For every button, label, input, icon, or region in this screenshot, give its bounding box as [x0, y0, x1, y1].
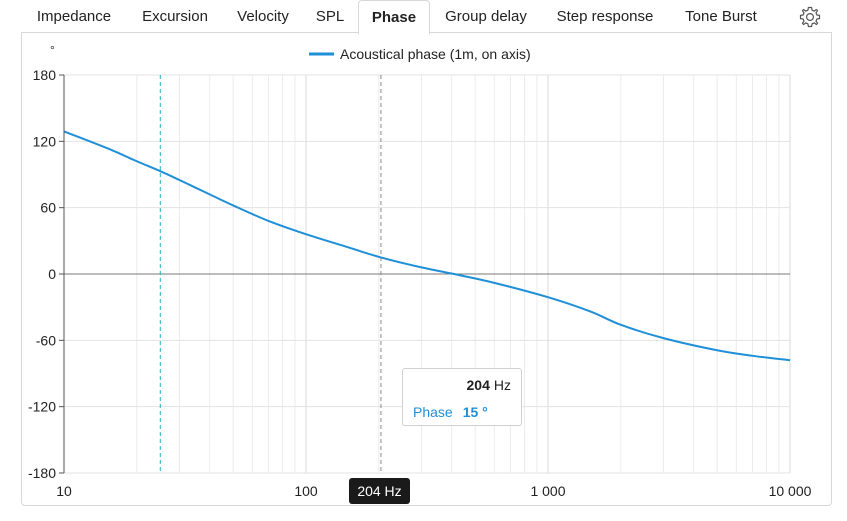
tab-excursion[interactable]: Excursion — [142, 8, 208, 25]
y-tick-label: 120 — [33, 133, 57, 149]
cursor-frequency-label: 204 Hz — [349, 478, 410, 504]
hover-tooltip: 204 Hz Phase 15 ° — [402, 368, 522, 426]
chart-legend: Acoustical phase (1m, on axis) — [309, 46, 531, 62]
tab-impedance[interactable]: Impedance — [36, 8, 112, 25]
x-tick-label: 10 — [56, 483, 72, 499]
y-tick-label: -60 — [36, 332, 56, 348]
tab-phase[interactable]: Phase — [358, 0, 430, 35]
x-tick-label: 100 — [294, 483, 318, 499]
y-unit-label: ° — [50, 43, 55, 57]
series-line-acoustical-phase — [63, 130, 791, 362]
tooltip-phase-value: 15 ° — [462, 404, 488, 420]
y-tick-label: 60 — [40, 200, 56, 216]
tab-velocity[interactable]: Velocity — [237, 8, 289, 25]
tooltip-frequency-row: 204 Hz — [467, 377, 511, 393]
tooltip-phase-row: Phase 15 ° — [413, 404, 488, 420]
gear-icon[interactable] — [798, 5, 822, 29]
tab-tone-burst[interactable]: Tone Burst — [685, 8, 757, 25]
y-tick-label: -180 — [28, 465, 56, 481]
tab-group-delay[interactable]: Group delay — [445, 8, 527, 25]
tab-spl[interactable]: SPL — [315, 8, 345, 25]
x-tick-label: 1 000 — [530, 483, 565, 499]
tooltip-frequency-unit: Hz — [493, 377, 511, 393]
x-tick-label: 10 000 — [769, 483, 812, 499]
y-tick-label: 0 — [48, 266, 56, 282]
legend-label: Acoustical phase (1m, on axis) — [340, 46, 531, 62]
tooltip-frequency-value: 204 — [466, 377, 490, 393]
tooltip-phase-label: Phase — [413, 404, 453, 420]
tab-step-response[interactable]: Step response — [556, 8, 654, 25]
tab-bar: Impedance Excursion Velocity SPL Phase G… — [0, 0, 847, 35]
chart-axes — [59, 74, 65, 474]
chart-markers — [159, 75, 382, 473]
chart-series — [63, 130, 791, 362]
y-tick-label: -120 — [28, 399, 56, 415]
y-tick-label: 180 — [33, 67, 57, 83]
